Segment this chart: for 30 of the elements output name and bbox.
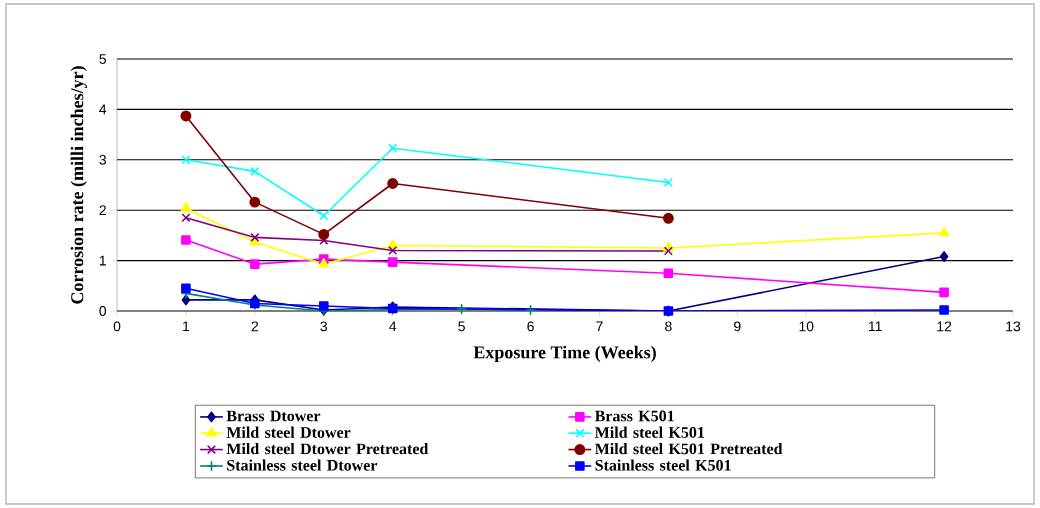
x-tick-label: 2 [251, 321, 259, 332]
legend-label: Brass K501 [594, 410, 674, 422]
x-tick-label: 8 [665, 321, 672, 332]
x-tick-label: 4 [389, 321, 397, 332]
x-tick-label: 11 [868, 321, 882, 332]
legend-label: Mild steel Dtower Pretreated [226, 443, 429, 455]
y-tick-label: 4 [99, 104, 107, 115]
x-tick-label: 10 [799, 321, 814, 332]
legend-label: Mild steel Dtower [226, 426, 351, 438]
y-tick-label: 0 [99, 306, 107, 316]
y-tick-label: 2 [99, 205, 106, 216]
x-tick-label: 13 [1006, 321, 1021, 332]
x-tick-label: 5 [458, 321, 465, 332]
y-tick-label: 1 [99, 255, 106, 266]
legend-label: Stainless steel Dtower [227, 459, 378, 471]
legend-label: Mild steel K501 [594, 426, 705, 438]
y-tick-label: 5 [99, 54, 107, 64]
y-axis-title: Corrosion rate (milli inches/yr) [70, 66, 87, 304]
x-axis-title: Exposure Time (Weeks) [473, 345, 656, 363]
x-tick-label: 7 [596, 321, 603, 332]
legend-label: Stainless steel K501 [595, 459, 731, 471]
x-tick-label: 3 [320, 321, 328, 332]
legend-label: Brass Dtower [226, 410, 321, 422]
y-tick-label: 3 [99, 154, 106, 165]
x-tick-label: 12 [937, 321, 952, 332]
legend-label: Mild steel K501 Pretreated [594, 443, 783, 455]
x-tick-label: 6 [527, 321, 534, 332]
x-tick-label: 9 [734, 321, 741, 332]
x-tick-label: 0 [113, 321, 121, 332]
x-tick-label: 1 [183, 321, 190, 332]
